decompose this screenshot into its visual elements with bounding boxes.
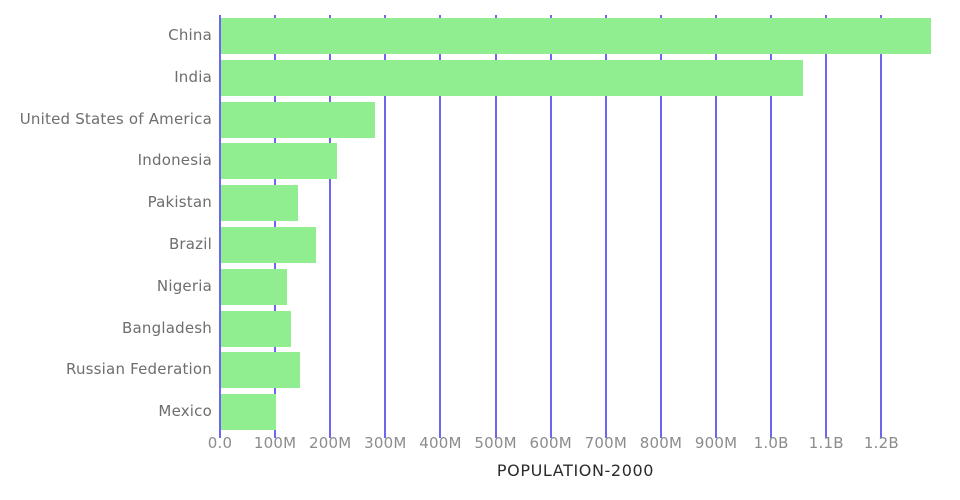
gridline-100m xyxy=(274,15,277,438)
x-tick-0-0: 0.0 xyxy=(207,434,233,452)
y-label-brazil: Brazil xyxy=(168,235,212,253)
bar-russian-federation xyxy=(221,352,301,389)
gridline-400m xyxy=(439,15,442,438)
x-tick-300m: 300M xyxy=(364,434,407,452)
x-tick-700m: 700M xyxy=(584,434,627,452)
bar-indonesia xyxy=(221,143,337,180)
x-tick-900m: 900M xyxy=(694,434,738,452)
x-tick-1-1b: 1.1B xyxy=(808,434,844,452)
y-label-pakistan: Pakistan xyxy=(147,193,212,212)
x-axis-title: POPULATION-2000 xyxy=(496,461,655,480)
gridline-800m xyxy=(659,15,662,438)
gridline-900m xyxy=(715,15,718,438)
bar-mexico xyxy=(221,394,276,431)
gridline-500m xyxy=(494,15,497,438)
y-label-nigeria: Nigeria xyxy=(156,276,212,295)
gridline-1-0b xyxy=(770,15,773,438)
bar-united-states-of-america xyxy=(221,101,376,138)
y-label-united-states-of-america: United States of America xyxy=(19,109,212,128)
x-tick-400m: 400M xyxy=(419,434,462,452)
y-label-bangladesh: Bangladesh xyxy=(122,318,212,337)
gridline-700m xyxy=(604,15,607,438)
bar-brazil xyxy=(221,226,317,263)
y-label-india: India xyxy=(174,67,212,86)
gridline-1-1b xyxy=(825,15,828,438)
x-tick-800m: 800M xyxy=(639,434,683,452)
gridline-200m xyxy=(329,15,332,438)
x-tick-600m: 600M xyxy=(529,434,572,452)
bar-nigeria xyxy=(221,268,288,305)
bar-pakistan xyxy=(221,185,299,222)
gridline-1-2b xyxy=(880,15,883,438)
bar-china xyxy=(221,17,931,54)
x-tick-100m: 100M xyxy=(253,434,297,452)
x-tick-1-2b: 1.2B xyxy=(863,434,899,452)
x-tick-500m: 500M xyxy=(474,434,517,452)
y-label-indonesia: Indonesia xyxy=(137,151,212,170)
x-tick-1-0b: 1.0B xyxy=(753,434,789,452)
y-label-russian-federation: Russian Federation xyxy=(66,360,212,379)
bar-bangladesh xyxy=(221,310,291,347)
gridline-300m xyxy=(384,15,387,438)
y-label-mexico: Mexico xyxy=(158,402,212,421)
gridline-600m xyxy=(549,15,552,438)
bar-india xyxy=(221,59,803,96)
x-tick-200m: 200M xyxy=(309,434,352,452)
y-label-china: China xyxy=(168,26,212,44)
gridline-0-0 xyxy=(219,15,221,438)
